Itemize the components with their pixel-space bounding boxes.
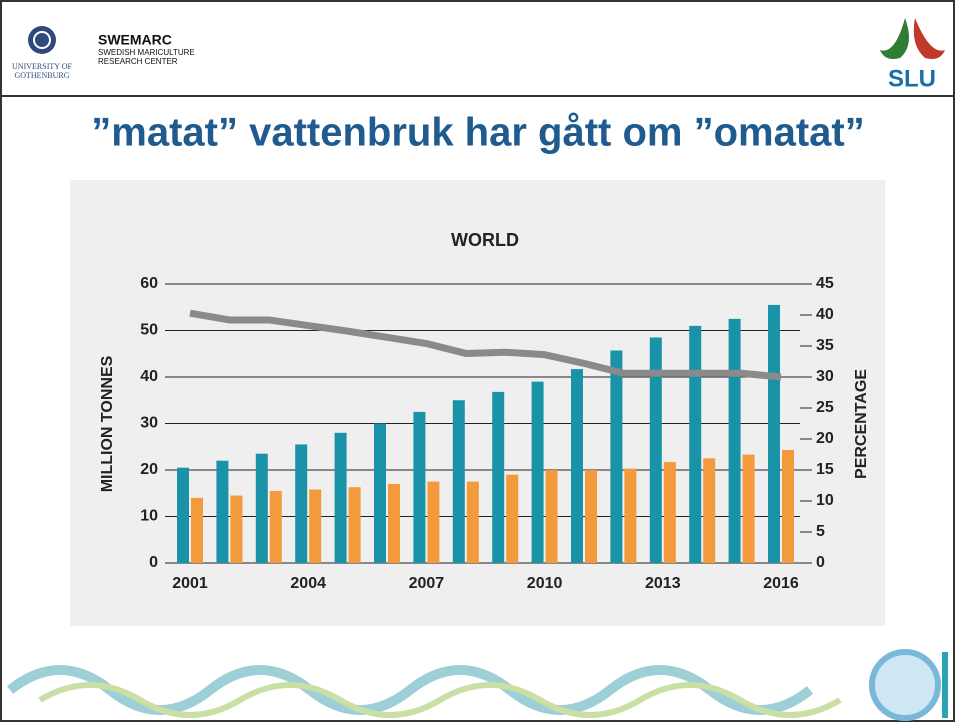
chart-title: WORLD	[451, 230, 519, 250]
bar	[492, 392, 504, 563]
y2-axis-label: PERCENTAGE	[853, 369, 870, 479]
bar	[191, 498, 203, 563]
y-tick-label: 60	[140, 275, 158, 292]
fork-icon	[942, 652, 948, 718]
university-logo	[28, 26, 56, 54]
bar	[256, 454, 268, 563]
y-axis-label: MILLION TONNES	[99, 355, 116, 492]
bar	[571, 369, 583, 563]
bar	[453, 400, 465, 563]
bar	[309, 490, 321, 563]
bar	[664, 462, 676, 563]
slu-leaf	[880, 18, 909, 59]
bar	[216, 461, 228, 563]
bar	[335, 433, 347, 563]
y2-tick-label: 25	[816, 399, 834, 416]
plate-icon	[872, 652, 938, 718]
y2-tick-label: 10	[816, 492, 834, 509]
bar	[689, 326, 701, 563]
y-tick-label: 10	[140, 508, 158, 525]
bar	[743, 455, 755, 563]
bar	[768, 305, 780, 563]
y-tick-label: 40	[140, 368, 158, 385]
y-tick-label: 0	[149, 554, 158, 571]
org-subtitle: SWEDISH MARICULTURE	[98, 48, 195, 57]
y2-tick-label: 45	[816, 275, 834, 292]
university-name: GOTHENBURG	[14, 71, 69, 80]
bar	[467, 482, 479, 563]
y2-tick-label: 5	[816, 523, 825, 540]
x-tick-label: 2013	[645, 575, 681, 592]
slu-logo: SLU	[888, 65, 936, 92]
y2-tick-label: 0	[816, 554, 825, 571]
bar	[782, 450, 794, 563]
x-tick-label: 2001	[172, 575, 208, 592]
y2-tick-label: 15	[816, 461, 834, 478]
bar	[610, 350, 622, 563]
bar	[230, 496, 242, 563]
bar	[532, 382, 544, 563]
slide-title: ”matat” vattenbruk har gått om ”omatat”	[91, 111, 864, 155]
bar	[270, 491, 282, 563]
bar	[624, 469, 636, 563]
y-tick-label: 30	[140, 415, 158, 432]
bar	[506, 475, 518, 563]
y2-tick-label: 40	[816, 306, 834, 323]
bar	[295, 444, 307, 563]
bar	[177, 468, 189, 563]
y2-tick-label: 35	[816, 337, 834, 354]
org-subtitle: RESEARCH CENTER	[98, 57, 178, 66]
x-tick-label: 2007	[409, 575, 445, 592]
bar	[703, 458, 715, 563]
bar	[413, 412, 425, 563]
x-tick-label: 2004	[290, 575, 326, 592]
university-name: UNIVERSITY OF	[12, 62, 72, 71]
y-tick-label: 50	[140, 322, 158, 339]
bar	[585, 470, 597, 563]
bar	[388, 484, 400, 563]
slide: UNIVERSITY OF GOTHENBURG SWEMARC SWEDISH…	[0, 0, 955, 722]
y2-tick-label: 30	[816, 368, 834, 385]
bar	[374, 424, 386, 564]
bar	[349, 487, 361, 563]
slu-leaf	[914, 18, 945, 59]
org-name: SWEMARC	[98, 32, 172, 48]
slide-canvas: UNIVERSITY OF GOTHENBURG SWEMARC SWEDISH…	[0, 0, 955, 722]
x-tick-label: 2016	[763, 575, 799, 592]
x-tick-label: 2010	[527, 575, 563, 592]
bar	[546, 470, 558, 563]
y-tick-label: 20	[140, 461, 158, 478]
bar	[729, 319, 741, 563]
y2-tick-label: 20	[816, 430, 834, 447]
decorative-band	[2, 640, 953, 720]
bar	[427, 482, 439, 563]
